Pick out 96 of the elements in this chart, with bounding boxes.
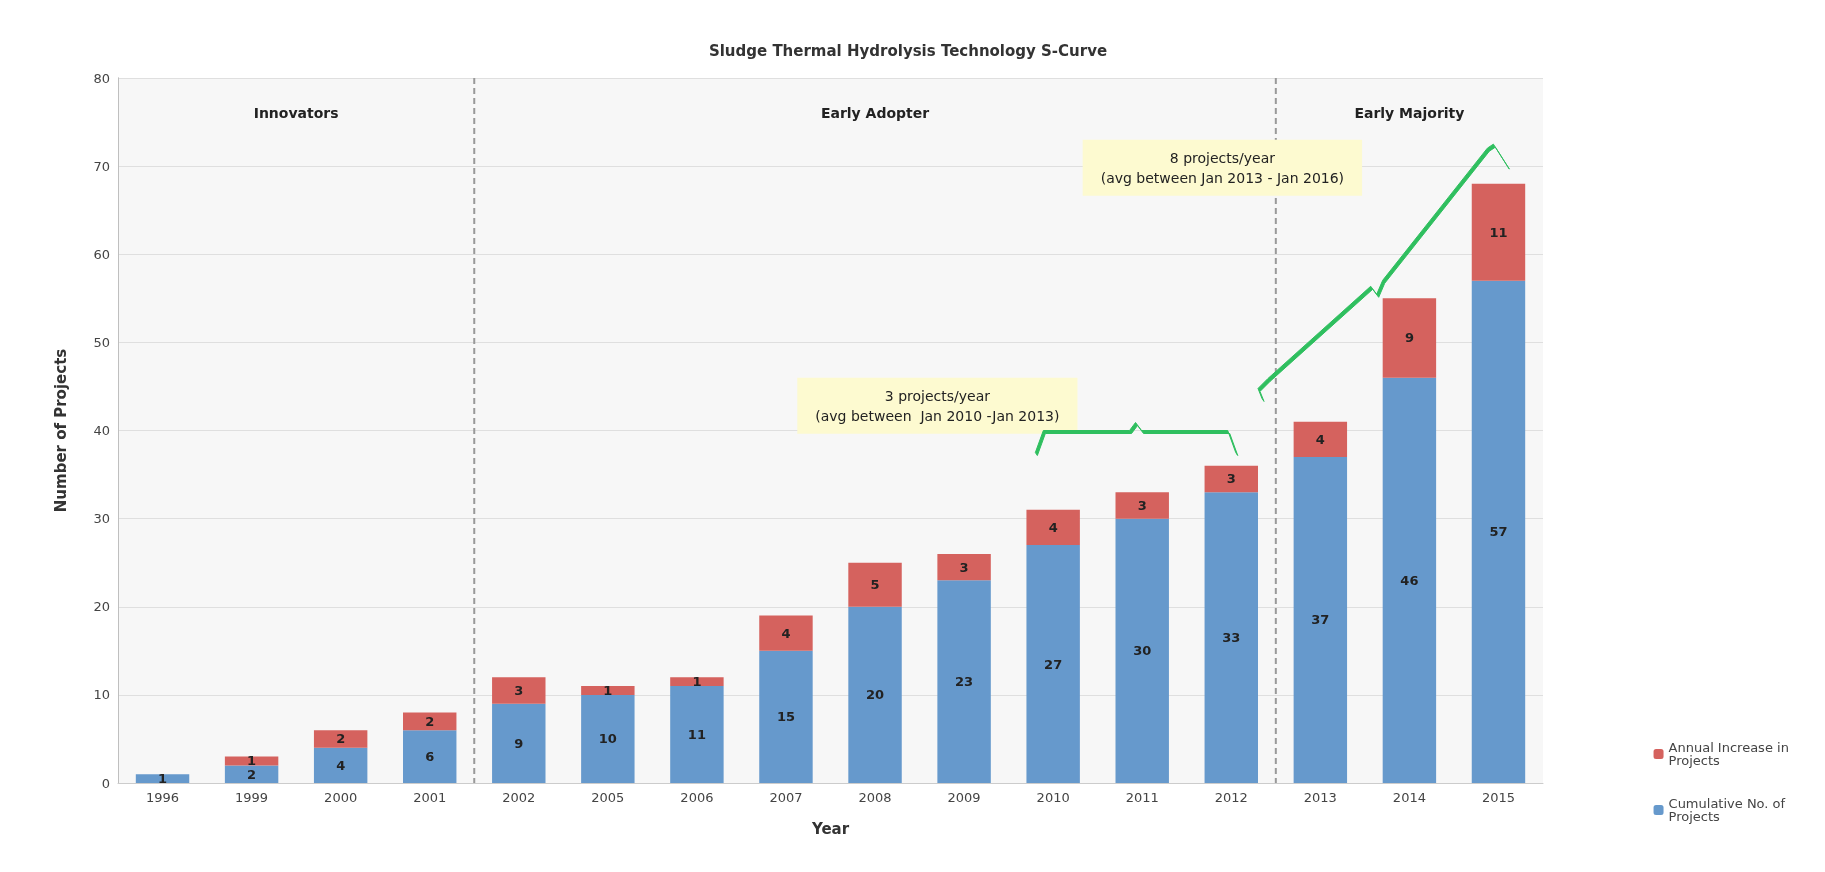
band-label: Early Adopter: [820, 105, 930, 121]
x-tick-label: 2012: [1214, 790, 1248, 805]
x-tick-label: 1999: [235, 790, 269, 805]
bar: [937, 580, 991, 783]
band-label: Early Majority: [1354, 105, 1465, 121]
bar: [224, 765, 279, 783]
y-tick-label: 0: [101, 775, 110, 791]
x-tick-label: 2002: [502, 790, 536, 805]
y-tick-label: 40: [93, 423, 110, 438]
y-tick-label: 50: [93, 334, 110, 350]
x-tick-label: 2001: [413, 790, 447, 805]
data-label: 2: [247, 766, 257, 782]
x-tick-label: 2005: [591, 790, 625, 805]
y-tick-label: 70: [93, 158, 110, 174]
data-label: 6: [425, 749, 435, 765]
data-label: 4: [336, 757, 346, 773]
bar: [403, 712, 457, 731]
data-label: 33: [1222, 630, 1241, 646]
x-tick-label: 2006: [680, 790, 714, 805]
data-label: 10: [598, 731, 617, 747]
bar: [759, 615, 813, 651]
x-tick-label: 2010: [1036, 790, 1070, 805]
data-label: 9: [514, 735, 524, 751]
data-label: 3: [959, 559, 969, 575]
data-label: 4: [1048, 519, 1058, 535]
data-label: 2: [425, 713, 435, 729]
data-label: 2: [336, 731, 346, 747]
x-axis-title: Year: [810, 819, 850, 838]
bar: [135, 774, 190, 783]
data-label: 1: [247, 753, 257, 769]
bar: [313, 730, 368, 748]
bar: [848, 606, 902, 783]
bar: [1471, 183, 1526, 281]
bar: [937, 553, 991, 581]
bar: [313, 747, 368, 783]
data-label: 4: [1315, 431, 1325, 447]
bar: [403, 730, 457, 783]
data-label: 46: [1400, 572, 1419, 588]
bar: [1026, 509, 1080, 546]
chart-title: Sludge Thermal Hydrolysis Technology S-Curve: [708, 41, 1108, 60]
annotation: 3 projects/year (avg between Jan 2010 -Jan 2013): [815, 387, 1060, 424]
x-tick-label: 2011: [1125, 790, 1159, 805]
data-label: 37: [1311, 612, 1330, 628]
y-tick-label: 60: [93, 246, 110, 262]
data-label: 4: [781, 625, 791, 641]
bar: [1293, 456, 1348, 783]
y-tick-label: 80: [93, 70, 110, 86]
x-tick-label: 2015: [1481, 790, 1516, 805]
data-label: 9: [1404, 330, 1414, 346]
data-label: 11: [1489, 224, 1508, 240]
y-tick-label: 10: [93, 687, 110, 703]
bar: [1115, 518, 1169, 783]
data-label: 57: [1489, 524, 1508, 540]
x-tick-label: 2008: [858, 790, 892, 805]
data-label: 23: [955, 674, 974, 690]
annotation: 8 projects/year (avg between Jan 2013 - Jan 2016): [1100, 149, 1345, 186]
bar: [1115, 492, 1169, 519]
data-label: 30: [1133, 643, 1152, 659]
x-tick-label: 1996: [145, 790, 180, 805]
data-label: 3: [1137, 497, 1147, 513]
bar: [1204, 465, 1258, 493]
bar: [848, 562, 902, 607]
bar: [1293, 421, 1348, 457]
y-axis-title: Number of Projects: [51, 348, 70, 513]
band-label: Innovators: [253, 105, 339, 121]
x-tick-label: 2013: [1303, 790, 1337, 805]
bar: [670, 677, 724, 687]
data-label: 3: [1226, 471, 1236, 487]
data-label: 3: [514, 682, 524, 698]
data-label: 1: [158, 771, 168, 787]
bar: [492, 703, 546, 783]
data-label: 15: [776, 709, 796, 725]
legend-label: Annual Increase in Projects: [1668, 740, 1793, 768]
data-label: 20: [865, 687, 885, 703]
bar: [759, 650, 813, 783]
x-tick-label: 2009: [947, 790, 981, 805]
bar: [581, 686, 635, 695]
y-tick-label: 20: [93, 599, 110, 615]
bar: [492, 677, 546, 704]
bar: [1471, 280, 1526, 783]
bar: [670, 686, 724, 783]
bar: [581, 694, 635, 783]
bar: [1204, 492, 1258, 783]
legend-label: Cumulative No. of Projects: [1668, 796, 1790, 824]
data-label: 5: [870, 577, 880, 593]
data-label: 1: [692, 674, 702, 690]
x-tick-label: 2007: [769, 790, 803, 805]
y-tick-label: 30: [93, 511, 110, 527]
data-label: 11: [687, 727, 706, 743]
data-label: 1: [603, 682, 613, 698]
data-label: 27: [1044, 656, 1063, 672]
bar: [1382, 298, 1437, 378]
bar: [1026, 545, 1080, 783]
x-tick-label: 2000: [324, 790, 358, 805]
x-tick-label: 2014: [1392, 790, 1426, 805]
bar: [1382, 377, 1437, 783]
